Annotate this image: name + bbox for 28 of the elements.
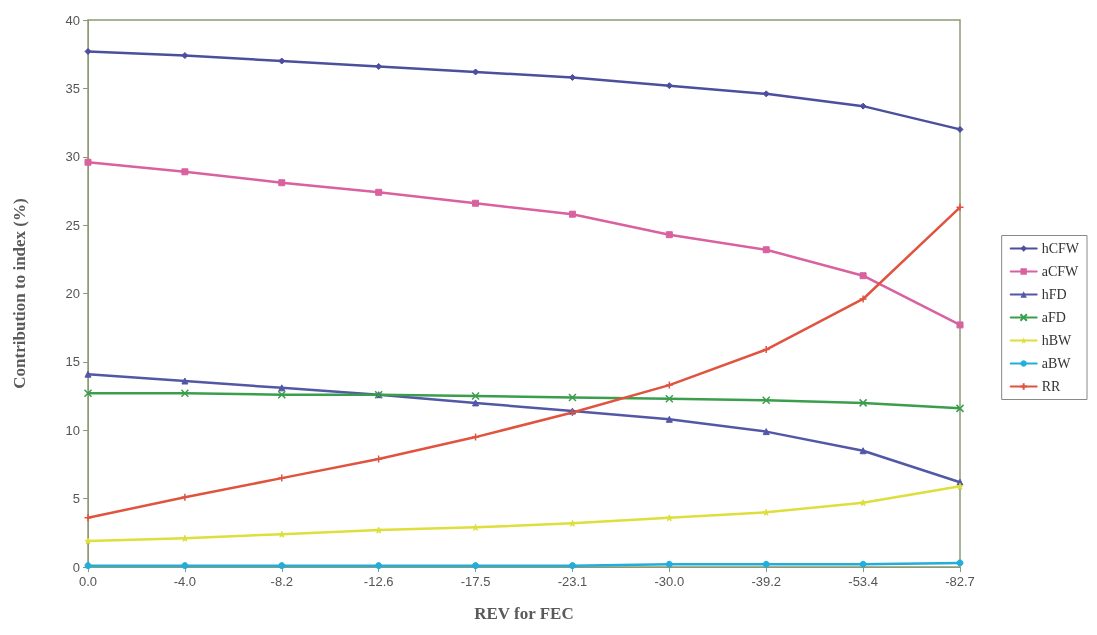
y-tick-label: 5 (72, 491, 80, 507)
y-tick-label: 0 (72, 559, 80, 575)
x-tick-label: -53.4 (848, 574, 878, 589)
y-tick-label: 15 (65, 354, 80, 370)
legend-label: hFD (1041, 287, 1067, 302)
y-tick-label: 40 (65, 12, 80, 28)
y-tick-label: 10 (65, 422, 80, 438)
x-tick-label: -12.6 (363, 574, 394, 589)
legend-label: aFD (1041, 310, 1066, 325)
x-tick-label: -82.7 (945, 574, 975, 589)
legend-label: aBW (1041, 356, 1072, 371)
legend-label: RR (1041, 379, 1061, 394)
x-tick-label: -17.5 (460, 574, 491, 589)
x-tick-label: -30.0 (654, 574, 685, 589)
y-tick-label: 25 (65, 217, 80, 233)
y-tick-label: 20 (65, 286, 80, 301)
legend-label: hBW (1041, 333, 1072, 348)
x-tick-label: -39.2 (751, 574, 782, 589)
x-tick-label: 0.0 (78, 574, 98, 589)
y-tick-label: 35 (65, 80, 80, 96)
legend-label: aCFW (1041, 264, 1079, 279)
x-axis-title: REV for FEC (474, 604, 574, 623)
y-tick-label: 30 (65, 149, 80, 165)
legend-label: hCFW (1041, 241, 1080, 256)
x-tick-label: -4.0 (173, 574, 197, 589)
x-tick-label: -23.1 (557, 574, 588, 589)
x-tick-label: -8.2 (270, 574, 293, 589)
y-axis-title: Contribution to index (%) (10, 198, 29, 389)
